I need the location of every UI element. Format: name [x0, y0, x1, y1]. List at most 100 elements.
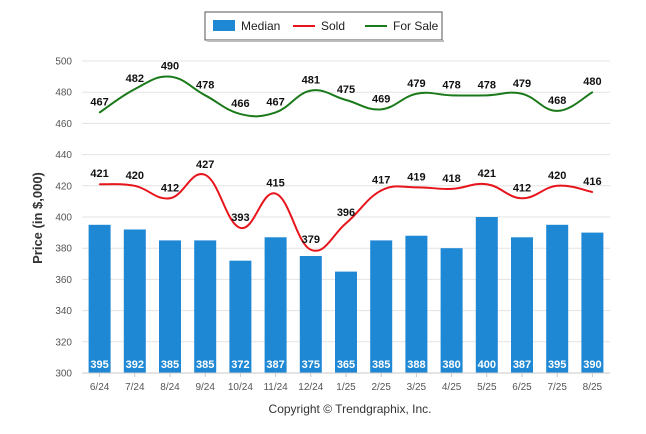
median-bar-label: 385: [372, 359, 390, 371]
sold-data-label: 420: [548, 170, 566, 182]
sold-point: [134, 185, 136, 187]
sold-data-label: 379: [302, 234, 320, 246]
median-bar-label: 388: [407, 359, 425, 371]
y-tick-label: 400: [55, 213, 72, 224]
sold-point: [310, 248, 312, 251]
for-sale-data-label: 466: [231, 98, 249, 110]
for-sale-point: [415, 92, 418, 95]
y-tick-label: 320: [55, 337, 72, 348]
sold-data-label: 421: [478, 168, 496, 180]
for-sale-data-label: 478: [478, 79, 496, 91]
x-tick-label: 4/25: [442, 382, 462, 393]
median-bar-label: 395: [548, 359, 566, 371]
data-labels: 395 392 385 385 372 387 375 365 385 388 380 400 387 3…: [90, 61, 601, 371]
x-tick-label: 1/25: [336, 382, 356, 393]
median-bar-label: 390: [583, 359, 601, 371]
y-tick-label: 480: [55, 88, 72, 99]
for-sale-data-label: 481: [302, 75, 320, 87]
median-bar-label: 385: [196, 359, 214, 371]
sold-data-label: 412: [161, 182, 179, 194]
median-bar-label: 375: [302, 359, 320, 371]
for-sale-data-label: 480: [583, 76, 601, 88]
y-tick-label: 440: [55, 150, 72, 161]
sold-data-label: 427: [196, 159, 214, 171]
median-bar: [581, 232, 604, 373]
for-sale-point: [521, 92, 523, 95]
for-sale-point: [274, 111, 277, 114]
sold-data-label: 416: [583, 176, 601, 188]
median-bar-label: 365: [337, 359, 355, 371]
median-bar-label: 387: [513, 359, 531, 371]
for-sale-data-label: 478: [442, 79, 460, 91]
legend-frame: [204, 11, 443, 41]
median-bar: [264, 237, 287, 373]
for-sale-data-label: 478: [196, 79, 214, 91]
for-sale-point: [345, 99, 347, 101]
axes: 300 320 340 360 380 400 420 440 460 480 500 6/24 7/2…: [55, 57, 610, 393]
y-axis-title: Price (in $,000): [30, 172, 45, 264]
x-tick-label: 6/25: [512, 382, 532, 393]
sold-point: [380, 189, 383, 192]
y-tick-label: 340: [55, 306, 72, 317]
x-tick-label: 8/25: [583, 382, 603, 393]
x-tick-label: 9/24: [195, 382, 215, 393]
median-bar-label: 372: [231, 359, 249, 371]
legend: Median Sold For Sale: [204, 11, 444, 42]
legend-label-sold: Sold: [321, 19, 345, 33]
for-sale-point: [486, 94, 488, 97]
sold-data-label: 415: [266, 178, 284, 190]
y-tick-label: 360: [55, 275, 72, 286]
median-bar-label: 400: [478, 359, 496, 371]
sold-data-label: 418: [442, 173, 460, 185]
median-bar: [546, 224, 569, 373]
median-bar: [229, 260, 252, 373]
for-sale-data-label: 469: [372, 93, 390, 105]
sold-point: [591, 191, 594, 193]
y-tick-label: 380: [55, 244, 72, 255]
for-sale-data-label: 490: [161, 61, 179, 73]
sold-data-label: 419: [407, 171, 425, 183]
median-bar: [405, 235, 428, 373]
for-sale-data-label: 475: [337, 84, 355, 96]
for-sale-data-label: 467: [266, 96, 284, 108]
sold-point: [450, 188, 453, 190]
for-sale-point: [239, 113, 242, 115]
median-bar-label: 387: [266, 359, 284, 371]
sold-line: [99, 173, 593, 252]
x-tick-label: 6/24: [90, 382, 110, 393]
x-tick-label: 8/24: [160, 382, 180, 393]
x-tick-label: 3/25: [407, 382, 427, 393]
for-sale-point: [98, 111, 101, 114]
sold-point: [204, 174, 206, 176]
for-sale-point: [204, 94, 206, 97]
y-tick-label: 500: [55, 57, 72, 68]
sold-point: [345, 222, 347, 225]
for-sale-point: [450, 94, 453, 97]
median-bar: [299, 256, 322, 373]
for-sale-point: [380, 108, 383, 111]
median-bar-label: 385: [161, 359, 179, 371]
x-tick-label: 10/24: [228, 382, 253, 393]
sold-point: [486, 183, 488, 186]
sold-data-label: 421: [90, 168, 108, 180]
for-sale-point: [556, 110, 558, 112]
median-bar: [370, 240, 393, 373]
legend-label-median: Median: [241, 19, 280, 33]
median-bar-label: 380: [442, 359, 460, 371]
for-sale-point: [134, 88, 136, 90]
for-sale-data-label: 482: [126, 73, 144, 85]
x-tick-label: 7/24: [125, 382, 145, 393]
x-tick-label: 5/25: [477, 382, 497, 393]
sold-data-label: 393: [231, 212, 249, 224]
for-sale-data-label: 467: [90, 96, 108, 108]
sold-point: [415, 186, 418, 189]
sold-point: [98, 183, 101, 186]
for-sale-point: [591, 91, 594, 93]
sold-point: [556, 185, 558, 187]
legend-label-for-sale: For Sale: [393, 19, 439, 33]
series-lines: [98, 75, 594, 252]
median-bar-label: 392: [126, 359, 144, 371]
median-bar: [159, 240, 181, 373]
median-bar: [194, 240, 217, 373]
x-tick-label: 12/24: [298, 382, 323, 393]
